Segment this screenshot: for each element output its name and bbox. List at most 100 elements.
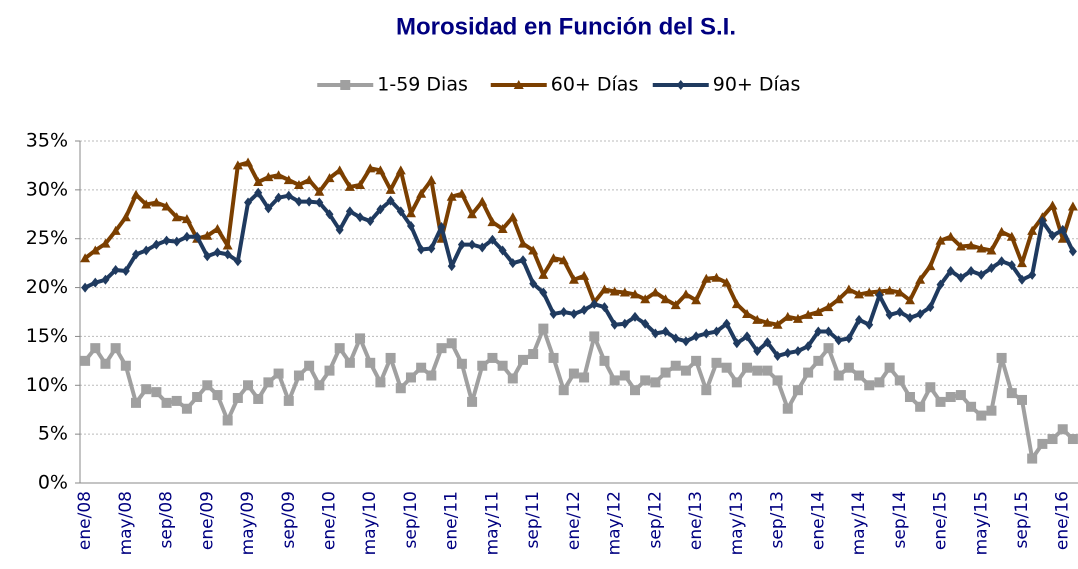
marker <box>1047 200 1058 210</box>
marker <box>1027 225 1038 235</box>
marker <box>243 157 254 167</box>
marker <box>935 396 946 407</box>
marker <box>630 289 641 299</box>
marker <box>232 392 243 403</box>
marker <box>181 403 192 414</box>
marker <box>426 175 437 185</box>
marker <box>752 314 763 324</box>
marker <box>986 405 997 416</box>
marker <box>528 349 539 360</box>
marker <box>792 313 803 323</box>
marker <box>568 274 579 284</box>
marker <box>181 214 192 224</box>
marker <box>640 375 651 386</box>
marker <box>742 308 753 318</box>
marker <box>80 253 91 263</box>
marker <box>945 392 956 403</box>
marker <box>731 299 742 309</box>
marker <box>782 403 793 414</box>
marker <box>732 338 741 349</box>
marker <box>650 377 661 388</box>
marker <box>966 240 977 250</box>
x-tick-label: ene/13 <box>686 491 706 550</box>
x-tick-label: ene/08 <box>75 491 95 550</box>
marker <box>864 380 875 391</box>
legend-label: 60+ Días <box>551 74 639 96</box>
marker <box>244 197 253 208</box>
marker <box>111 264 120 275</box>
marker <box>823 343 834 354</box>
marker <box>222 415 233 426</box>
marker <box>884 362 895 373</box>
marker <box>131 189 142 199</box>
marker <box>304 175 315 185</box>
marker <box>752 365 763 376</box>
marker <box>1068 246 1077 257</box>
marker <box>437 221 446 232</box>
marker <box>1037 438 1048 449</box>
marker <box>772 375 783 386</box>
marker <box>833 370 844 381</box>
marker <box>273 368 284 379</box>
marker <box>1006 388 1017 399</box>
marker <box>558 255 569 265</box>
marker <box>539 287 548 298</box>
marker <box>375 165 386 175</box>
marker <box>1067 434 1078 445</box>
marker <box>977 269 986 280</box>
x-tick-label: may/10 <box>360 491 380 555</box>
marker <box>273 170 284 180</box>
marker <box>446 338 457 349</box>
marker <box>996 352 1007 363</box>
marker <box>324 173 335 183</box>
marker <box>670 360 681 371</box>
marker <box>691 295 702 305</box>
x-tick-label: sep/10 <box>401 491 421 548</box>
marker <box>722 318 731 329</box>
marker <box>610 319 619 330</box>
marker <box>986 245 997 255</box>
marker <box>497 223 508 233</box>
marker <box>966 401 977 412</box>
marker <box>630 385 641 396</box>
marker <box>1057 424 1068 435</box>
marker <box>334 165 345 175</box>
marker <box>131 397 142 408</box>
marker <box>253 177 264 187</box>
marker <box>843 362 854 373</box>
marker <box>680 365 691 376</box>
marker <box>90 245 101 255</box>
marker <box>935 235 946 245</box>
marker <box>193 231 202 242</box>
marker <box>355 333 366 344</box>
marker <box>763 337 772 348</box>
marker <box>864 287 875 297</box>
marker <box>508 258 517 269</box>
marker <box>192 392 203 403</box>
x-tick-label: sep/15 <box>1012 491 1032 548</box>
marker <box>141 199 152 209</box>
marker <box>436 343 447 354</box>
marker <box>753 346 762 357</box>
marker <box>487 352 498 363</box>
marker <box>783 348 792 359</box>
marker <box>456 188 467 198</box>
x-tick-label: ene/16 <box>1053 491 1073 550</box>
marker <box>513 80 524 89</box>
marker <box>203 251 212 262</box>
marker <box>517 238 528 248</box>
marker <box>325 209 334 220</box>
marker <box>315 197 324 208</box>
marker <box>925 261 936 271</box>
marker <box>1048 230 1057 241</box>
x-tick-label: sep/08 <box>157 491 177 548</box>
marker <box>518 255 527 266</box>
marker <box>335 224 344 235</box>
marker <box>375 377 386 388</box>
marker <box>283 395 294 406</box>
marker <box>305 196 314 207</box>
marker <box>477 360 488 371</box>
marker <box>955 241 966 251</box>
marker <box>1006 231 1017 241</box>
marker <box>609 375 620 386</box>
